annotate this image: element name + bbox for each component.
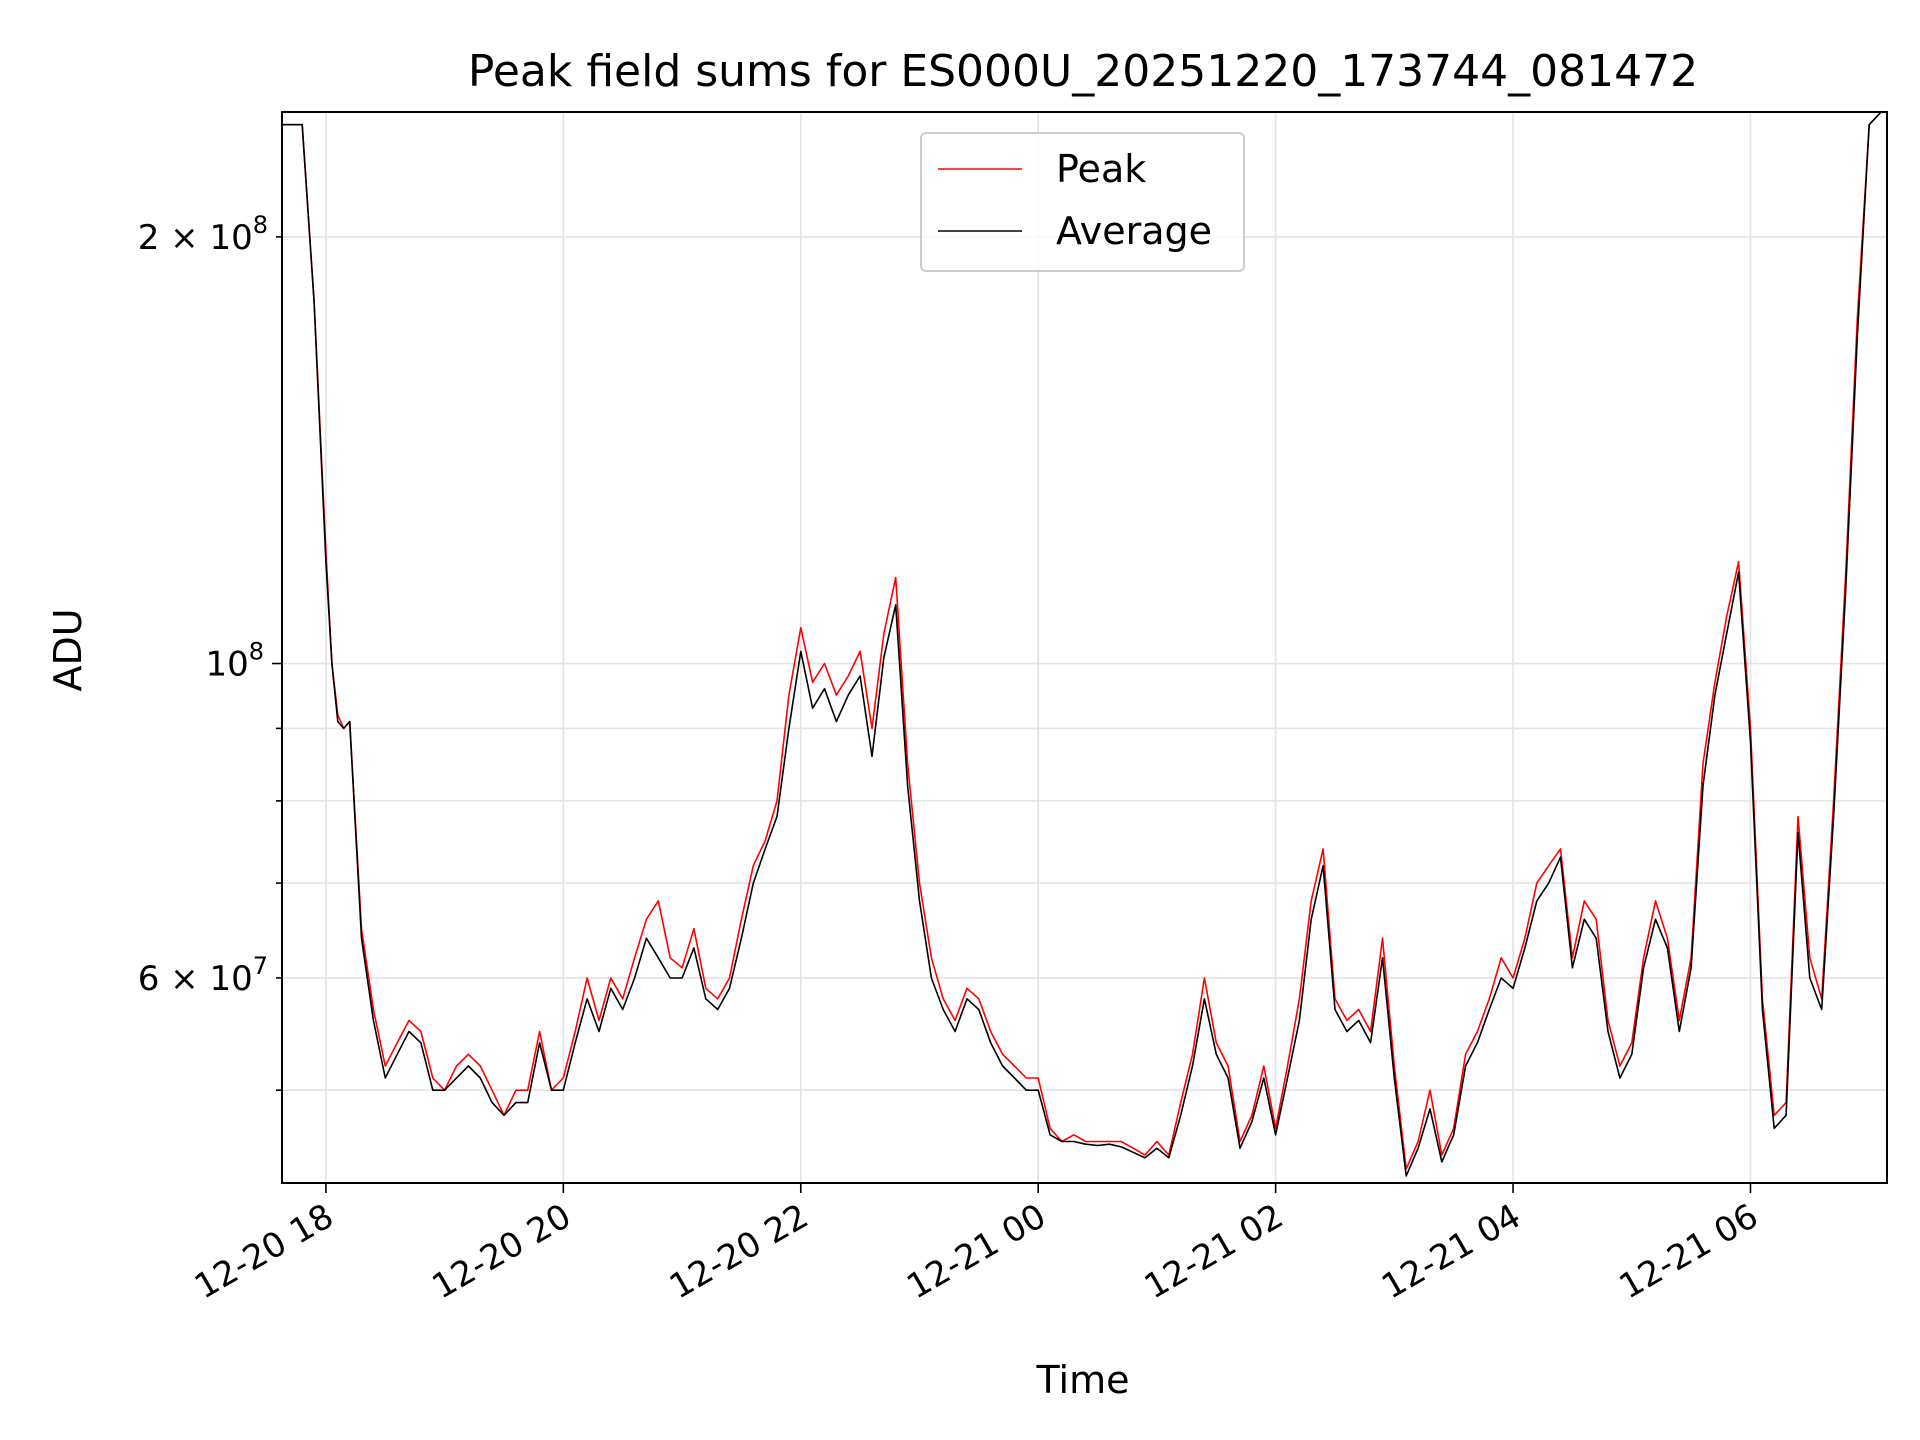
series-line-average	[282, 111, 1882, 1177]
y-tick-label: 6 × 107	[138, 952, 268, 999]
legend-box	[920, 132, 1245, 272]
chart-title: Peak field sums for ES000U_20251220_1737…	[468, 46, 1698, 97]
grid-layer	[282, 112, 1887, 1183]
y-tick-label: 108	[205, 638, 264, 685]
legend-peak-label: Peak	[1056, 147, 1146, 191]
y-axis-label: ADU	[46, 608, 90, 691]
legend-average-label: Average	[1056, 209, 1212, 253]
x-axis-label: Time	[1036, 1358, 1130, 1402]
plot-frame	[281, 111, 1888, 1184]
legend: Peak Average	[920, 132, 1245, 272]
series-line-peak	[282, 111, 1882, 1170]
y-tick-label: 2 × 108	[138, 211, 268, 258]
series-layer	[282, 111, 1882, 1177]
